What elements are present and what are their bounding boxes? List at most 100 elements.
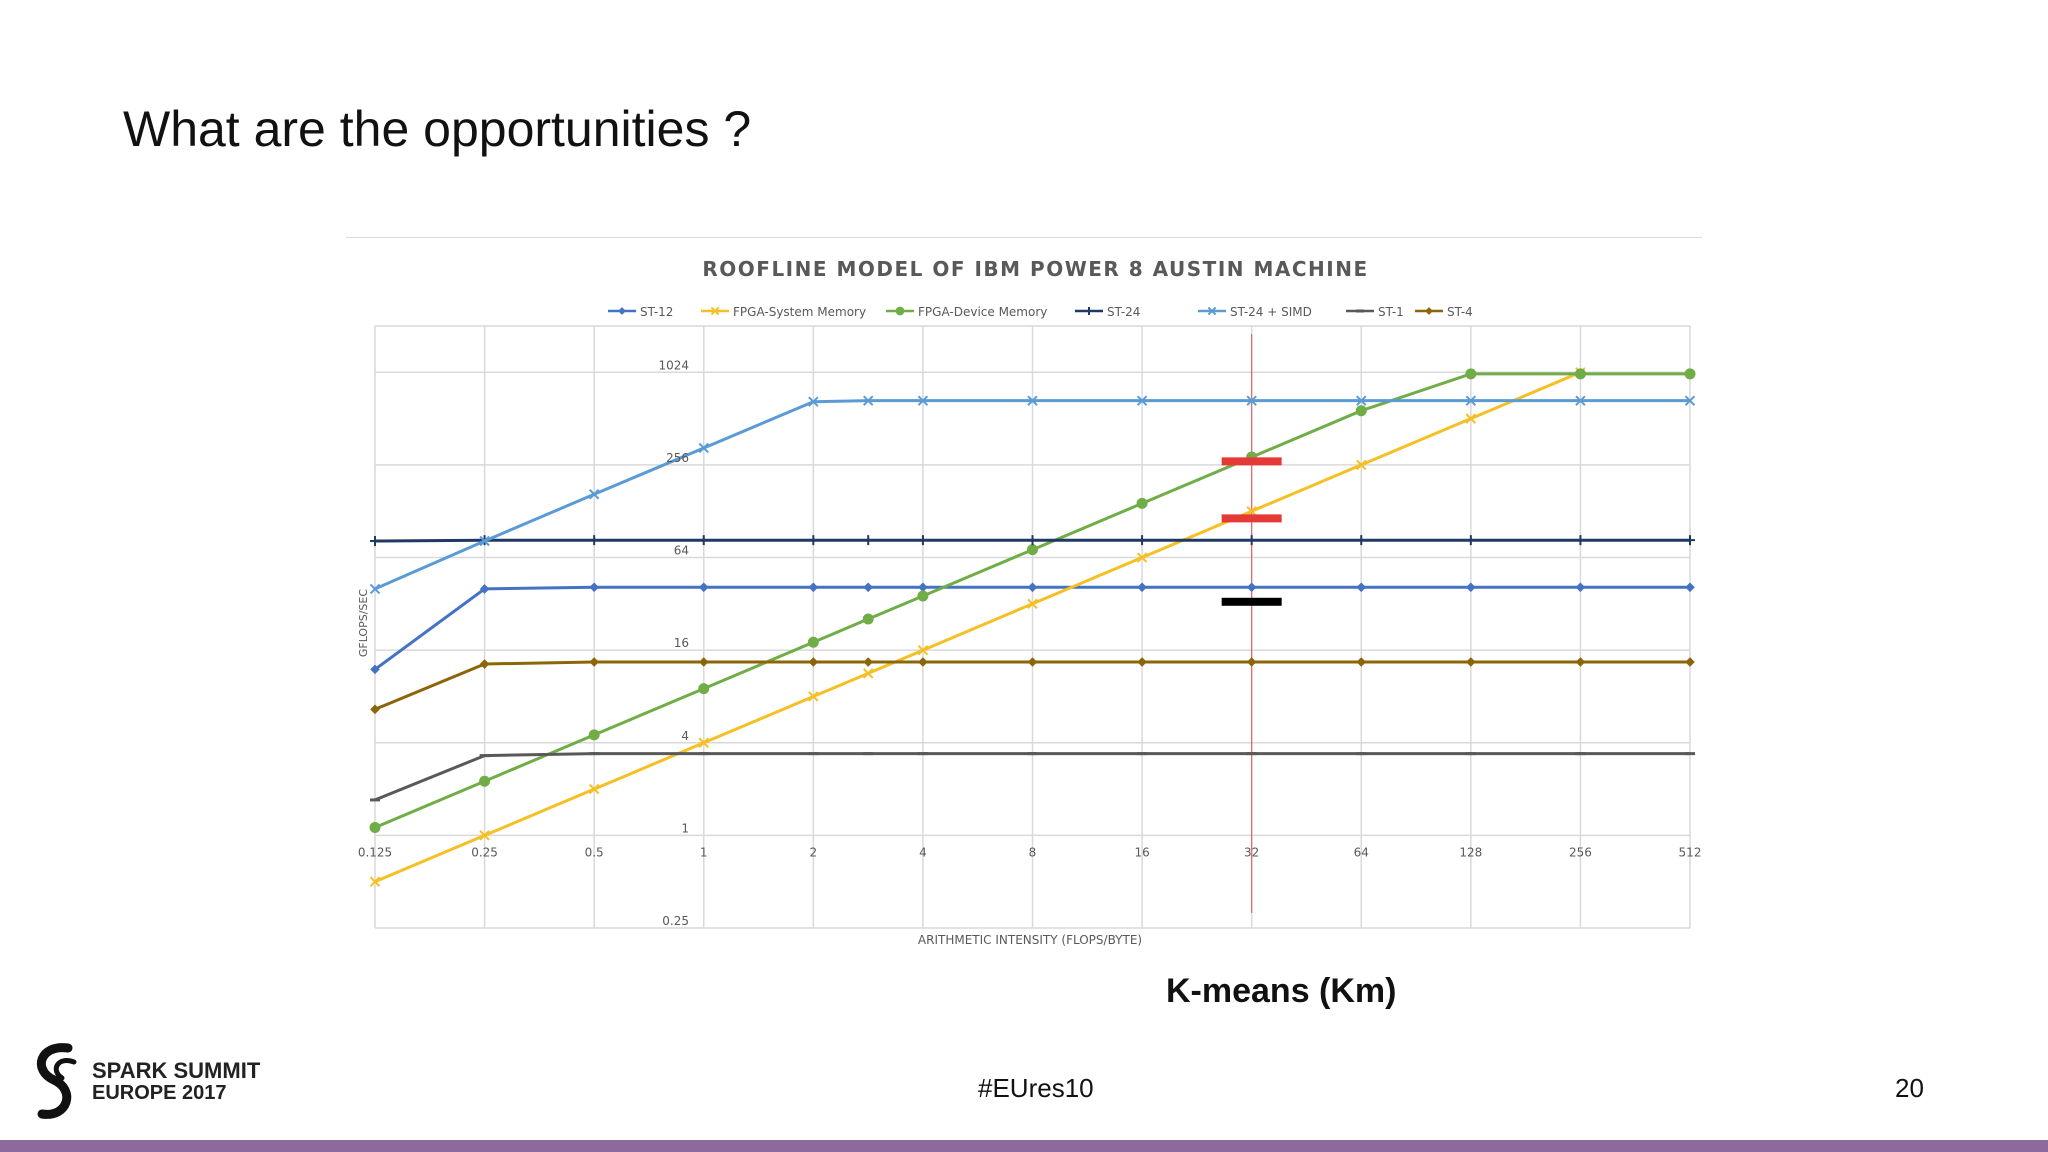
series-fpga-system-memory bbox=[369, 367, 1586, 887]
chart-svg: ROOFLINE MODEL OF IBM POWER 8 AUSTIN MAC… bbox=[357, 257, 1702, 947]
data-point bbox=[698, 737, 709, 748]
x-axis-label: ARITHMETIC INTENSITY (FLOPS/BYTE) bbox=[918, 933, 1142, 947]
data-point bbox=[863, 657, 874, 667]
x-tick-label: 64 bbox=[1354, 845, 1369, 859]
legend-marker bbox=[1425, 307, 1433, 315]
data-point bbox=[863, 535, 874, 546]
data-point bbox=[808, 657, 819, 667]
data-point bbox=[588, 729, 600, 741]
x-tick-label: 8 bbox=[1029, 845, 1037, 859]
hashtag: #EUres10 bbox=[978, 1073, 1094, 1103]
data-point bbox=[917, 535, 928, 546]
x-tick-label: 32 bbox=[1244, 845, 1259, 859]
data-point bbox=[369, 822, 381, 834]
data-point bbox=[1575, 395, 1586, 406]
data-point bbox=[862, 613, 874, 625]
data-point bbox=[917, 590, 929, 602]
y-tick-label: 1 bbox=[681, 821, 689, 835]
data-point bbox=[479, 830, 490, 841]
x-tick-label: 4 bbox=[919, 845, 927, 859]
legend-marker bbox=[895, 306, 905, 316]
legend-label: ST-1 bbox=[1378, 305, 1404, 319]
data-point bbox=[1356, 459, 1367, 471]
data-point bbox=[808, 691, 819, 702]
data-point bbox=[479, 775, 491, 787]
data-point bbox=[698, 442, 709, 454]
data-point bbox=[1685, 535, 1695, 546]
data-point bbox=[1136, 395, 1148, 406]
data-point bbox=[1355, 405, 1367, 417]
data-point bbox=[479, 535, 490, 547]
data-point bbox=[479, 584, 490, 594]
data-point bbox=[1246, 657, 1257, 667]
data-point bbox=[1027, 582, 1038, 593]
data-point bbox=[918, 657, 928, 667]
chart-caption: K-means (Km) bbox=[1166, 972, 1397, 1010]
data-point bbox=[863, 395, 874, 406]
data-point bbox=[1466, 657, 1476, 667]
data-point bbox=[1684, 368, 1696, 380]
data-point bbox=[698, 582, 709, 593]
x-tick-label: 1 bbox=[700, 845, 708, 859]
data-point bbox=[1356, 395, 1367, 406]
series-fpga-device-memory bbox=[369, 368, 1696, 834]
data-point bbox=[369, 876, 381, 887]
x-tick-label: 16 bbox=[1134, 845, 1149, 859]
x-tick-label: 512 bbox=[1679, 845, 1702, 859]
x-tick-label: 0.5 bbox=[585, 845, 604, 859]
data-point bbox=[588, 489, 600, 500]
data-point bbox=[1465, 395, 1477, 406]
y-tick-label: 1024 bbox=[658, 358, 689, 372]
data-point bbox=[479, 659, 490, 669]
data-point bbox=[1137, 582, 1147, 593]
legend-label: FPGA-Device Memory bbox=[918, 305, 1047, 319]
series-line bbox=[374, 370, 1581, 884]
y-tick-labels: 0.25 1 4 16 64 256 1024 bbox=[658, 358, 689, 928]
data-point bbox=[808, 396, 819, 407]
data-point bbox=[1685, 582, 1695, 593]
data-point bbox=[1684, 395, 1696, 406]
data-point bbox=[1027, 535, 1038, 546]
data-point bbox=[698, 535, 709, 546]
data-point bbox=[589, 582, 599, 593]
data-point bbox=[917, 644, 929, 656]
data-point bbox=[1575, 582, 1586, 593]
logo-line2: EUROPE 2017 bbox=[92, 1082, 227, 1104]
data-point bbox=[1466, 582, 1476, 593]
data-point bbox=[1575, 535, 1586, 546]
data-point bbox=[807, 636, 819, 648]
series-st-24 bbox=[370, 535, 1695, 546]
data-point bbox=[1465, 413, 1477, 424]
data-point bbox=[1574, 368, 1586, 380]
data-point bbox=[698, 657, 709, 667]
series-line bbox=[374, 752, 1690, 802]
legend-marker bbox=[1207, 306, 1217, 316]
data-point bbox=[1465, 535, 1476, 546]
data-point bbox=[1137, 535, 1148, 546]
logo-line1: SPARK SUMMIT bbox=[92, 1058, 261, 1083]
x-tick-labels: 0.125 0.25 0.5 1 2 4 8 16 32 64 128 256 512 bbox=[358, 845, 1702, 859]
legend-label: ST-24 + SIMD bbox=[1230, 305, 1312, 319]
data-point bbox=[1136, 552, 1148, 563]
series-line bbox=[374, 660, 1690, 711]
data-point bbox=[1136, 497, 1148, 509]
data-point bbox=[1027, 395, 1038, 406]
series-line bbox=[374, 399, 1690, 591]
legend-marker bbox=[710, 306, 720, 316]
y-tick-label: 4 bbox=[681, 729, 689, 743]
data-point bbox=[1027, 657, 1038, 667]
chart-legend: ST-12 FPGA-System Memory FPGA-Device Memor… bbox=[608, 305, 1473, 319]
data-point bbox=[369, 583, 381, 595]
spark-summit-logo: SPARK SUMMIT EUROPE 2017 bbox=[28, 1040, 260, 1124]
data-point bbox=[1027, 598, 1038, 610]
data-point bbox=[370, 535, 380, 546]
data-point bbox=[1246, 506, 1257, 517]
data-point bbox=[698, 683, 710, 695]
page-number: 20 bbox=[1895, 1073, 1924, 1103]
data-point bbox=[1356, 582, 1367, 593]
x-tick-label: 256 bbox=[1569, 845, 1592, 859]
series-st-12 bbox=[370, 582, 1695, 675]
data-point bbox=[1246, 395, 1257, 406]
legend-label: ST-4 bbox=[1447, 305, 1473, 319]
highlight-bar bbox=[1221, 457, 1282, 466]
